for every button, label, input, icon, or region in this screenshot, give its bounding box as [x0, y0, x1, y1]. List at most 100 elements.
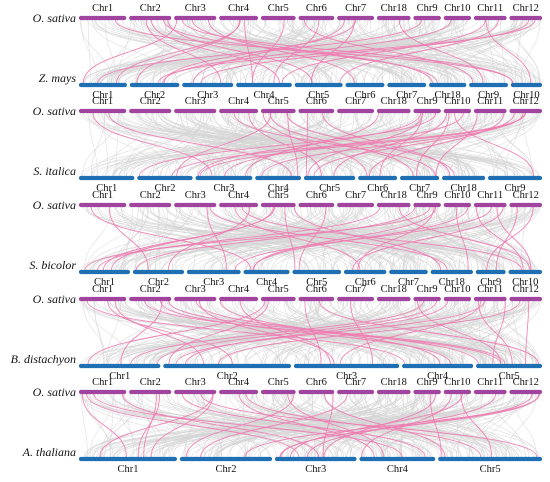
- highlighted-gene-pair-link: [290, 393, 463, 458]
- synteny-link: [230, 206, 384, 271]
- synteny-link: [444, 19, 453, 84]
- highlighted-gene-pair-link: [253, 206, 437, 271]
- chromosome-label: Chr9: [417, 96, 438, 107]
- synteny-link: [413, 206, 417, 271]
- synteny-link: [333, 206, 416, 271]
- synteny-link: [138, 393, 170, 458]
- synteny-link: [480, 112, 494, 177]
- chromosome-label: Chr7: [409, 183, 430, 194]
- synteny-link: [158, 206, 161, 271]
- synteny-link: [423, 300, 517, 365]
- synteny-link: [141, 393, 161, 458]
- chromosome-label: Chr4: [427, 371, 449, 382]
- synteny-link: [240, 393, 453, 458]
- synteny-link: [356, 19, 539, 84]
- synteny-link: [83, 300, 384, 365]
- highlighted-gene-pair-link: [206, 206, 227, 271]
- chromosome-label: Chr5: [268, 284, 289, 295]
- chromosome-label: Chr4: [228, 377, 250, 388]
- synteny-link: [461, 300, 531, 365]
- species-label-bottom: B. distachyon: [11, 352, 76, 366]
- synteny-link: [120, 112, 539, 177]
- synteny-link: [460, 300, 528, 365]
- chromosome-label: Chr3: [185, 284, 206, 295]
- synteny-link: [482, 206, 514, 271]
- highlighted-gene-pair-link: [97, 19, 422, 84]
- chromosome-label: Chr4: [268, 183, 290, 194]
- synteny-link: [289, 19, 384, 84]
- chromosome-label: Chr10: [444, 96, 470, 107]
- synteny-link: [208, 300, 394, 365]
- chromosome-label: Chr4: [228, 3, 250, 14]
- synteny-link: [160, 300, 281, 365]
- synteny-link: [349, 206, 456, 271]
- synteny-link: [115, 206, 457, 271]
- synteny-link: [100, 393, 131, 458]
- synteny-link: [238, 112, 320, 177]
- chromosome-label: Chr3: [336, 371, 357, 382]
- chromosome-label: Chr7: [345, 3, 366, 14]
- synteny-link: [427, 19, 537, 84]
- highlighted-gene-pair-link: [333, 112, 448, 177]
- highlighted-gene-pair-link: [319, 300, 539, 365]
- highlighted-gene-pair-link: [130, 300, 424, 365]
- synteny-link: [378, 206, 396, 271]
- chromosome-label: Chr2: [216, 464, 237, 475]
- synteny-link: [426, 112, 452, 177]
- chromosome-label: Chr1: [109, 371, 130, 382]
- synteny-link: [138, 393, 293, 458]
- synteny-link: [123, 206, 139, 271]
- synteny-link: [220, 393, 227, 458]
- synteny-link: [86, 393, 421, 458]
- chromosome-label: Chr3: [185, 96, 206, 107]
- highlighted-gene-pair-link: [293, 206, 442, 271]
- synteny-link: [364, 206, 459, 271]
- highlighted-gene-pair-link: [136, 19, 241, 84]
- highlighted-gene-pair-link: [435, 112, 478, 177]
- synteny-link: [418, 300, 514, 365]
- synteny-link: [431, 19, 520, 84]
- highlighted-gene-pair-link: [239, 300, 331, 365]
- synteny-link: [391, 19, 487, 84]
- synteny-link: [172, 206, 327, 271]
- synteny-link: [187, 300, 380, 365]
- synteny-link: [250, 112, 306, 177]
- highlighted-gene-pair-link: [181, 393, 426, 458]
- chromosome-label: Chr1: [92, 3, 113, 14]
- highlighted-gene-pair-link: [475, 206, 524, 271]
- highlighted-gene-pair-link: [280, 393, 533, 458]
- highlighted-gene-pair-link: [310, 19, 355, 84]
- comparison-panel: Chr1 Chr2 Chr3 Chr4 Chr5 Chr6 Chr7 Chr18 Chr9 Chr…: [22, 377, 543, 475]
- chromosome-label: Chr18: [381, 3, 407, 14]
- synteny-link: [245, 19, 305, 84]
- highlighted-gene-pair-link: [111, 206, 274, 271]
- chromosome-label: Chr4: [228, 190, 250, 201]
- highlighted-gene-pair-link: [200, 19, 530, 84]
- chromosome-label: Chr1: [118, 464, 139, 475]
- synteny-link: [143, 300, 280, 365]
- highlighted-gene-pair-link: [199, 112, 526, 177]
- synteny-link: [135, 19, 525, 84]
- synteny-link: [228, 393, 314, 458]
- highlighted-gene-pair-link: [429, 393, 442, 458]
- chromosome-label: Chr7: [398, 277, 419, 288]
- highlighted-gene-pair-link: [171, 112, 526, 177]
- chromosome-label: Chr6: [306, 3, 327, 14]
- synteny-link: [448, 206, 506, 271]
- chromosome-label: Chr5: [480, 464, 501, 475]
- synteny-link: [261, 300, 321, 365]
- highlighted-gene-pair-link: [286, 112, 455, 177]
- highlighted-gene-pair-link: [84, 206, 431, 271]
- chromosome-label: Chr9: [417, 284, 438, 295]
- chromosome-label: Chr1: [92, 284, 113, 295]
- synteny-link: [189, 300, 431, 365]
- highlighted-gene-pair-link: [144, 300, 502, 365]
- chromosome-label: Chr11: [477, 3, 503, 14]
- synteny-link: [282, 393, 405, 458]
- species-label-top: O. sativa: [33, 385, 76, 399]
- synteny-link: [204, 393, 333, 458]
- highlighted-gene-pair-link: [108, 206, 149, 271]
- highlighted-gene-pair-link: [81, 393, 127, 458]
- highlighted-gene-pair-link: [234, 206, 361, 271]
